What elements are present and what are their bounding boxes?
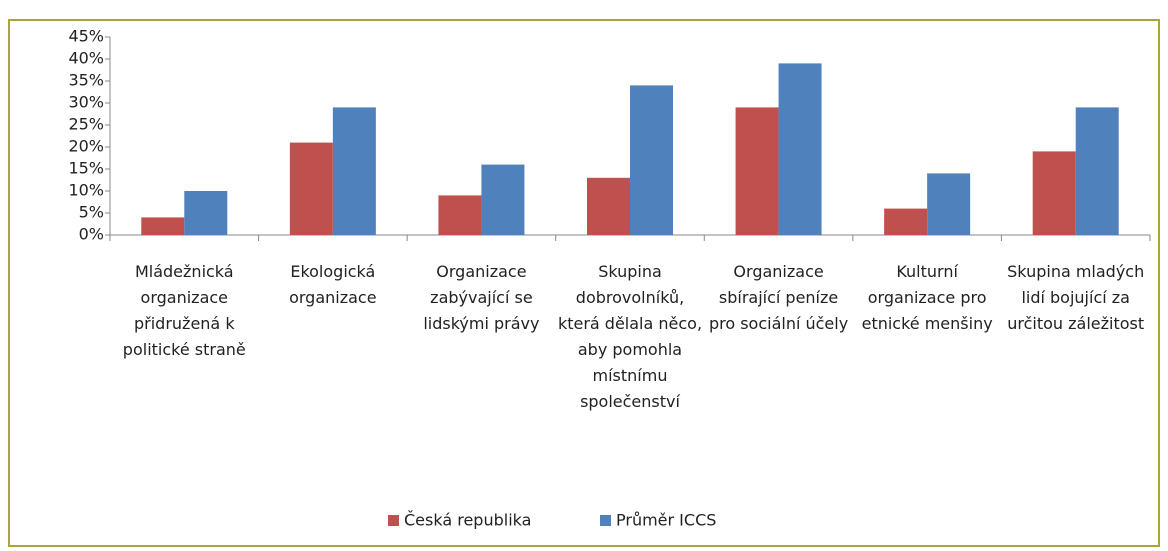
legend-label: Průměr ICCS: [616, 511, 716, 530]
y-tick-label: 5%: [79, 203, 104, 222]
x-tick-label: Skupina mladých lidí bojující za určitou…: [1007, 262, 1145, 333]
bar: [141, 217, 185, 235]
x-tick-label: Organizace sbírající peníze pro sociální…: [708, 262, 849, 333]
legend-label: Česká republika: [404, 511, 531, 530]
x-tick-label: Skupina dobrovolníků, která dělala něco,…: [557, 262, 703, 411]
y-tick-label: 15%: [68, 159, 104, 178]
y-tick-label: 20%: [68, 137, 104, 156]
y-tick-label: 10%: [68, 181, 104, 200]
bar: [778, 63, 822, 236]
legend-swatch: [388, 515, 399, 526]
y-tick-label: 30%: [68, 93, 104, 112]
chart-frame: [8, 19, 1160, 547]
bar: [184, 191, 228, 235]
x-tick-label: Organizace zabývající se lidskými právy: [423, 262, 540, 333]
bar: [884, 208, 928, 235]
bar: [630, 85, 673, 236]
y-tick-label: 25%: [68, 115, 104, 134]
y-tick-label: 35%: [68, 71, 104, 90]
x-tick-label: Ekologická organizace: [289, 262, 377, 307]
bar: [481, 164, 525, 235]
bar: [1032, 151, 1076, 235]
bar: [438, 195, 482, 235]
bar: [289, 142, 333, 235]
bar: [1075, 107, 1119, 235]
bar: [735, 107, 779, 235]
x-tick-label: Kulturní organizace pro etnické menšiny: [861, 262, 993, 333]
bar: [587, 177, 630, 235]
bar: [927, 173, 971, 235]
y-tick-label: 40%: [68, 49, 104, 68]
legend-swatch: [600, 515, 611, 526]
x-tick-label: Mládežnická organizace přidružená k poli…: [122, 262, 246, 359]
y-tick-label: 45%: [68, 27, 104, 46]
y-tick-label: 0%: [79, 225, 104, 244]
bar: [332, 107, 376, 235]
